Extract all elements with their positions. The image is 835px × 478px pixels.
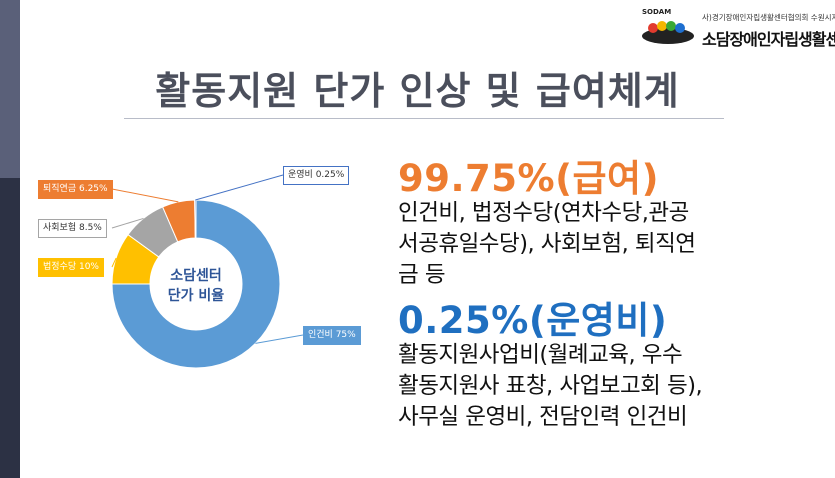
operating-heading: 0.25%(운영비) — [398, 299, 668, 342]
salary-line-2: 서공휴일수당), 사회보험, 퇴직연 — [398, 231, 696, 257]
slice-label-1: 법정수당 10% — [38, 258, 104, 277]
leader-line-3 — [111, 188, 179, 203]
leader-line-1 — [111, 257, 117, 268]
title-divider — [124, 118, 724, 119]
center-label-1: 소담센터 — [170, 267, 222, 284]
slice-0 — [111, 199, 281, 369]
slice-4 — [194, 199, 197, 239]
slice-label-3: 퇴직연금 6.25% — [38, 180, 113, 199]
side-bar — [0, 0, 20, 478]
slice-label-2: 사회보험 8.5% — [38, 219, 107, 238]
salary-description: 인건비, 법정수당(연차수당,관공 서공휴일수당), 사회보험, 퇴직연 금 등 — [398, 198, 818, 291]
salary-line-1: 인건비, 법정수당(연차수당,관공 — [398, 200, 689, 226]
leader-line-0 — [255, 334, 304, 344]
logo-org-line: 사)경기장애인자립생활센터협의회 수원시지부 — [702, 13, 835, 22]
center-label-2: 단가 비율 — [168, 287, 225, 304]
operating-line-1: 활동지원사업비(월례교육, 우수 — [398, 342, 683, 368]
slice-label-0: 인건비 75% — [303, 326, 361, 345]
page-title: 활동지원 단가 인상 및 급여체계 — [155, 69, 680, 113]
salary-line-3: 금 등 — [398, 262, 446, 288]
operating-line-2: 활동지원사 표창, 사업보고회 등), — [398, 373, 703, 399]
logo: SODAM 사)경기장애인자립생활센터협의회 수원시지부 소담장애인자립생활센터 — [640, 6, 835, 50]
logo-icon — [642, 21, 694, 44]
logo-brand-name: 소담장애인자립생활센터 — [702, 30, 835, 49]
logo-tag: SODAM — [642, 8, 672, 16]
operating-description: 활동지원사업비(월례교육, 우수 활동지원사 표창, 사업보고회 등), 사무실… — [398, 340, 818, 433]
side-bar-accent — [0, 178, 20, 478]
slice-label-4: 운영비 0.25% — [283, 166, 350, 185]
leader-line-4 — [195, 174, 284, 201]
salary-heading: 99.75%(급여) — [398, 157, 660, 200]
operating-line-3: 사무실 운영비, 전담인력 인건비 — [398, 404, 688, 430]
leader-line-2 — [111, 217, 144, 229]
